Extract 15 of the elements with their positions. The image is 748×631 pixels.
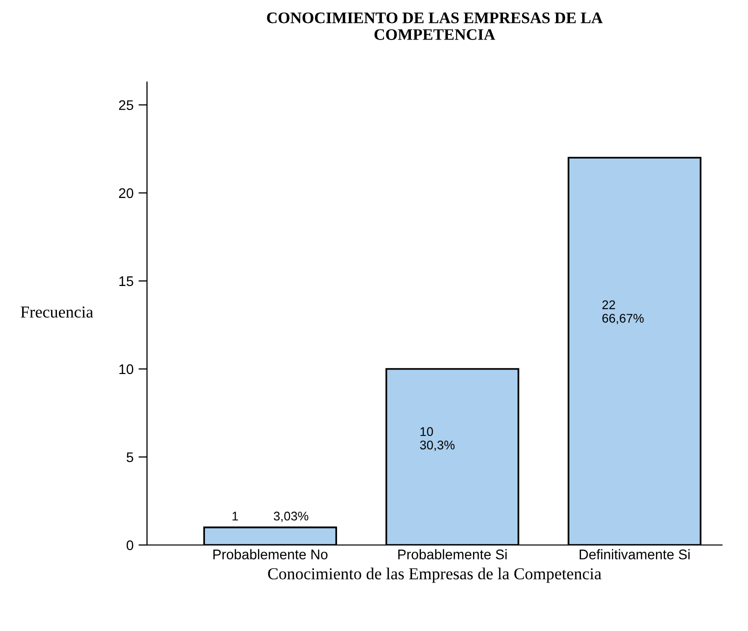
data-label: 1 3,03% [232,512,308,522]
x-axis-title: Conocimiento de las Empresas de la Competencia [268,568,602,583]
y-axis-title: Frecuencia [20,306,94,318]
data-label: 22 66,67% [602,300,644,324]
x-tick-label: Probablemente Si [398,549,507,560]
y-tick-label: 5 [126,452,134,462]
data-label: 10 30,3% [420,427,455,451]
chart-title: CONOCIMIENTO DE LAS EMPRESAS DE LA COMPETENCIA [267,12,603,40]
y-tick-label: 0 [126,540,134,550]
y-tick-label: 10 [119,364,134,374]
x-tick-label: Definitivamente Si [580,549,690,560]
y-tick-label: 15 [119,276,134,286]
y-tick-label: 20 [119,188,134,198]
x-tick-label: Probablemente No [213,549,328,560]
y-tick-label: 25 [119,100,134,110]
